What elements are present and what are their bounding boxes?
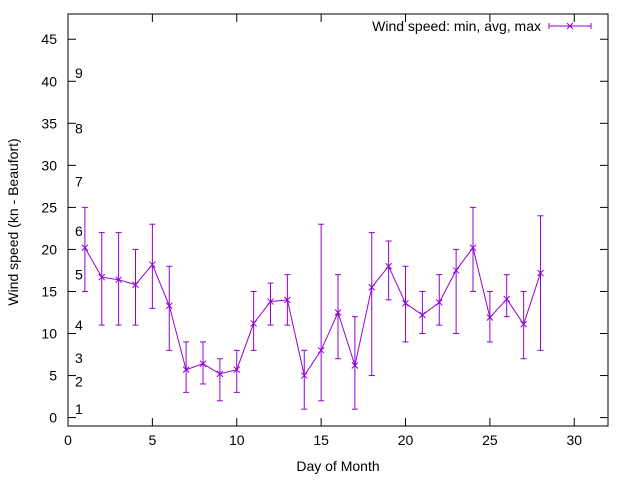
data-point (486, 314, 494, 321)
beaufort-label: 2 (75, 373, 83, 389)
x-tick-label: 15 (313, 432, 329, 448)
error-bar (334, 274, 342, 360)
beaufort-label: 6 (75, 223, 83, 239)
y-tick-label: 10 (41, 326, 57, 342)
data-point (267, 298, 274, 305)
beaufort-label: 4 (75, 317, 83, 333)
y-tick-label: 40 (41, 73, 57, 89)
beaufort-label: 9 (75, 65, 83, 81)
data-point (537, 269, 544, 277)
error-bar (165, 265, 173, 351)
error-bar (537, 215, 544, 351)
error-bar (452, 248, 460, 335)
x-tick-label: 20 (398, 432, 414, 448)
data-point (115, 276, 122, 284)
data-point (520, 320, 527, 328)
error-bar (385, 240, 392, 301)
series-line (84, 246, 541, 377)
data-point (149, 261, 156, 268)
error-bar (419, 290, 426, 335)
error-bar (486, 290, 494, 343)
data-point (81, 244, 89, 252)
series-layer (81, 206, 544, 410)
data-point (368, 283, 376, 291)
data-point (300, 372, 308, 379)
error-bar (98, 232, 106, 326)
beaufort-label: 3 (75, 350, 83, 366)
data-point (334, 309, 342, 316)
error-bar (132, 248, 139, 326)
data-point (284, 296, 291, 304)
y-tick-label: 20 (41, 241, 57, 257)
error-bar (182, 341, 190, 393)
data-point (233, 366, 241, 374)
x-axis-label: Day of Month (296, 458, 379, 474)
x-tick-label: 5 (148, 432, 156, 448)
data-point (385, 262, 392, 270)
error-bar (317, 223, 325, 402)
data-point (216, 370, 224, 378)
data-point (250, 320, 257, 327)
error-bar (233, 349, 241, 393)
beaufort-labels: 1 2 3 4 5 6 7 8 9 (75, 65, 83, 417)
error-bar (368, 232, 376, 377)
y-tick-label: 45 (41, 31, 57, 47)
error-bar (149, 223, 156, 309)
error-bar (81, 206, 89, 292)
data-point (469, 244, 477, 252)
data-point (351, 362, 359, 369)
data-point (182, 366, 190, 374)
data-point (132, 281, 139, 289)
error-bar (435, 274, 443, 326)
y-axis-label: Wind speed (kn - Beaufort) (5, 138, 21, 305)
data-point (452, 267, 460, 274)
beaufort-label: 7 (75, 173, 83, 189)
error-bar (402, 265, 409, 343)
error-bar (250, 290, 257, 351)
beaufort-label: 5 (75, 267, 83, 283)
legend-sample-point (566, 22, 574, 30)
error-bar (503, 274, 511, 318)
x-tick-label: 10 (229, 432, 245, 448)
x-tick-label: 0 (64, 432, 72, 448)
x-tick-label: 30 (566, 432, 582, 448)
data-point (98, 273, 106, 281)
plot-frame (67, 13, 609, 427)
y-tick-label: 35 (41, 115, 57, 131)
error-bar (300, 349, 308, 410)
error-bar (284, 274, 291, 326)
y-tick-label: 5 (49, 368, 57, 384)
x-tick-label: 25 (482, 432, 498, 448)
data-point (435, 299, 443, 306)
error-bar (520, 290, 527, 360)
error-bar (115, 232, 122, 326)
y-tick-label: 15 (41, 283, 57, 299)
legend-label: Wind speed: min, avg, max (372, 18, 541, 34)
error-bar (351, 316, 359, 410)
error-bar (216, 358, 224, 402)
y-tick-label: 0 (49, 410, 57, 426)
legend: Wind speed: min, avg, max (372, 18, 592, 34)
data-point (503, 295, 511, 303)
y-tick-label: 25 (41, 199, 57, 215)
error-bar (267, 282, 274, 326)
data-point (317, 346, 325, 354)
beaufort-label: 1 (75, 401, 83, 417)
beaufort-label: 8 (75, 120, 83, 136)
error-bar (199, 341, 207, 385)
data-point (165, 302, 173, 310)
error-bar (469, 206, 477, 292)
y-tick-label: 30 (41, 157, 57, 173)
data-point (419, 311, 426, 319)
data-point (199, 360, 207, 368)
data-point (402, 299, 409, 307)
